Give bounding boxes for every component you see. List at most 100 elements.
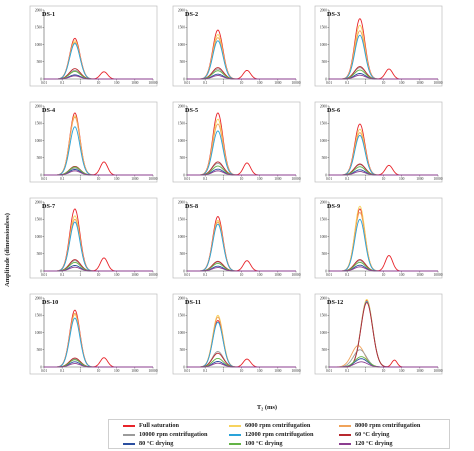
series-line-5 <box>187 321 296 368</box>
legend-label: 60 °C drying <box>355 431 390 439</box>
x-tick-label: 1 <box>364 177 366 181</box>
x-tick-label: 0.1 <box>60 273 65 277</box>
y-tick-label: 500 <box>37 348 43 352</box>
panel-ds-3: 0 500 1000 1500 2000 0.01 0.1 1 10 100 1000 10000 DS… <box>314 5 443 87</box>
y-tick-label: 1000 <box>320 331 327 335</box>
x-tick-label: 10000 <box>434 369 443 373</box>
series-line-1 <box>44 112 153 176</box>
series-line-3 <box>187 37 296 80</box>
x-tick-label: 10 <box>240 81 244 85</box>
y-tick-label: 2000 <box>178 8 185 12</box>
x-tick-label: 10000 <box>292 177 301 181</box>
x-tick-label: 100 <box>114 273 120 277</box>
panel-ds-2: 0 500 1000 1500 2000 0.01 0.1 1 10 100 1000 10000 DS… <box>172 5 301 87</box>
series-line-2 <box>329 24 438 80</box>
x-tick-label: 10000 <box>149 81 158 85</box>
panel-frame <box>29 5 158 87</box>
series-line-2 <box>329 128 438 176</box>
x-tick-label: 0.01 <box>326 177 332 181</box>
x-tick-label: 0.1 <box>345 369 350 373</box>
y-tick-label: 500 <box>37 60 43 64</box>
x-tick-label: 10 <box>97 369 101 373</box>
series-line-3 <box>187 316 296 368</box>
series-line-6 <box>187 67 296 80</box>
y-tick-label: 1000 <box>35 139 42 143</box>
y-tick-label: 2000 <box>178 296 185 300</box>
x-tick-label: 1000 <box>131 369 138 373</box>
legend-swatch <box>123 424 135 427</box>
legend-label: 120 °C drying <box>355 440 393 448</box>
y-tick-label: 1500 <box>320 122 327 126</box>
series-line-1 <box>44 37 153 80</box>
x-tick-label: 0.1 <box>60 369 65 373</box>
x-tick-label: 100 <box>257 81 263 85</box>
y-tick-label: 1500 <box>320 218 327 222</box>
x-tick-label: 1000 <box>416 177 423 181</box>
x-tick-label: 0.01 <box>184 273 190 277</box>
series-line-9 <box>187 267 296 272</box>
x-tick-label: 100 <box>399 81 405 85</box>
panel-title: DS-10 <box>42 299 58 306</box>
panel-frame <box>314 197 443 279</box>
panel-title: DS-4 <box>42 107 55 114</box>
panel-ds-10: 0 500 1000 1500 2000 0.01 0.1 1 10 100 1000 10000 DS… <box>29 293 158 375</box>
panel-frame <box>29 197 158 279</box>
x-tick-label: 0.1 <box>345 177 350 181</box>
y-tick-label: 1500 <box>320 314 327 318</box>
y-tick-label: 1000 <box>178 139 185 143</box>
series-line-4 <box>187 68 296 80</box>
series-line-1 <box>187 216 296 272</box>
x-tick-label: 10000 <box>292 273 301 277</box>
series-line-5 <box>329 301 438 368</box>
panel-ds-4: 0 500 1000 1500 2000 0.01 0.1 1 10 100 1000 10000 DS… <box>29 101 158 183</box>
y-tick-label: 0 <box>325 173 327 177</box>
y-tick-label: 500 <box>180 156 186 160</box>
x-tick-label: 10 <box>97 177 101 181</box>
x-tick-label: 10000 <box>292 369 301 373</box>
x-tick-label: 0.01 <box>41 273 47 277</box>
series-line-6 <box>329 66 438 80</box>
x-tick-label: 100 <box>257 369 263 373</box>
series-line-3 <box>187 123 296 176</box>
legend-label: 80 °C drying <box>139 440 174 448</box>
x-tick-label: 1000 <box>274 273 281 277</box>
series-line-5 <box>329 134 438 176</box>
panel-frame <box>314 5 443 87</box>
y-tick-label: 1500 <box>178 122 185 126</box>
y-tick-label: 1500 <box>178 218 185 222</box>
x-tick-label: 1 <box>79 81 81 85</box>
y-tick-label: 1000 <box>178 43 185 47</box>
y-tick-label: 500 <box>322 252 328 256</box>
series-line-5 <box>187 223 296 272</box>
legend-swatch <box>339 433 351 436</box>
x-tick-label: 10000 <box>292 81 301 85</box>
legend-swatch <box>229 424 241 427</box>
series-line-6 <box>187 161 296 176</box>
x-tick-label: 1000 <box>274 177 281 181</box>
panel-title: DS-5 <box>185 107 198 114</box>
series-line-5 <box>329 34 438 80</box>
x-tick-label: 0.01 <box>326 81 332 85</box>
legend-item: 60 °C drying <box>339 430 389 439</box>
x-tick-label: 1000 <box>416 81 423 85</box>
x-tick-label: 1 <box>222 177 224 181</box>
series-line-9 <box>44 363 153 368</box>
panel-ds-6: 0 500 1000 1500 2000 0.01 0.1 1 10 100 1000 10000 DS… <box>314 101 443 183</box>
legend: Full saturation 6000 rpm centrifugation 80… <box>108 419 450 449</box>
series-line-2 <box>187 314 296 368</box>
panel-title: DS-7 <box>42 203 55 210</box>
y-tick-label: 2000 <box>35 200 42 204</box>
x-tick-label: 1000 <box>416 273 423 277</box>
series-line-1 <box>187 320 296 368</box>
x-tick-label: 10000 <box>149 369 158 373</box>
series-line-4 <box>44 69 153 80</box>
y-tick-label: 0 <box>40 365 42 369</box>
x-tick-label: 1000 <box>131 81 138 85</box>
x-tick-label: 10 <box>97 273 101 277</box>
y-tick-label: 0 <box>325 269 327 273</box>
legend-item: 120 °C drying <box>339 439 393 448</box>
y-tick-label: 500 <box>322 156 328 160</box>
x-tick-label: 1 <box>79 177 81 181</box>
series-line-1 <box>329 208 438 272</box>
y-tick-label: 0 <box>183 173 185 177</box>
